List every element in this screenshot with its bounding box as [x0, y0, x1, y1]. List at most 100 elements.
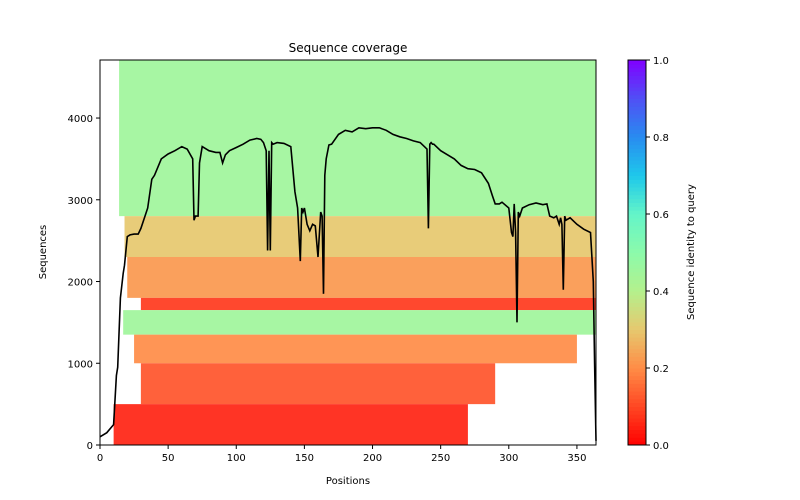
colorbar-tick-label: 0.8	[653, 133, 669, 144]
colorbar-segment	[628, 398, 646, 404]
colorbar-segment	[628, 287, 646, 292]
colorbar-segment	[628, 237, 646, 242]
x-tick-label: 250	[431, 453, 450, 464]
colorbar-segment	[628, 421, 646, 427]
y-tick-label: 4000	[68, 114, 93, 125]
colorbar-segment	[628, 298, 646, 304]
colorbar-segment	[628, 291, 646, 296]
colorbar-tick-label: 0.0	[653, 441, 669, 452]
x-tick-label: 100	[227, 453, 246, 464]
x-tick-label: 50	[162, 453, 175, 464]
axes-frame	[99, 59, 597, 446]
colorbar-segment	[628, 163, 646, 169]
colorbar-segment	[628, 194, 646, 200]
colorbar-segment	[628, 244, 646, 250]
colorbar-segment	[628, 394, 646, 400]
colorbar-tick-label: 1.0	[653, 56, 669, 67]
colorbar-segment	[628, 283, 646, 288]
colorbar-segment	[628, 140, 646, 146]
colorbar-segment	[628, 441, 646, 446]
colorbar-segment	[628, 121, 646, 126]
coverage-band-7	[113, 404, 468, 445]
colorbar-segment	[628, 183, 646, 188]
chart-title: Sequence coverage	[289, 41, 408, 55]
colorbar-segment	[628, 160, 646, 165]
colorbar-segment	[628, 314, 646, 319]
colorbar-segment	[628, 133, 646, 138]
colorbar-segment	[628, 117, 646, 123]
colorbar-segment	[628, 275, 646, 280]
x-tick-label: 200	[363, 453, 382, 464]
colorbar-segment	[628, 171, 646, 176]
colorbar-segment	[628, 410, 646, 415]
coverage-band-6	[140, 363, 496, 405]
colorbar-segment	[628, 344, 646, 350]
x-tick-label: 350	[567, 453, 586, 464]
colorbar-segment	[628, 190, 646, 196]
colorbar-segment	[628, 148, 646, 153]
y-tick-label: 3000	[68, 196, 93, 207]
colorbar-segment	[628, 63, 646, 69]
y-tick-label: 1000	[68, 359, 93, 370]
colorbar-segment	[628, 348, 646, 354]
colorbar-segment	[628, 83, 646, 88]
colorbar-segment	[628, 317, 646, 323]
colorbar-segment	[628, 152, 646, 157]
colorbar-segment	[628, 167, 646, 173]
y-tick-label: 2000	[68, 278, 93, 289]
colorbar-segment	[628, 360, 646, 365]
coverage-band-4	[123, 310, 597, 335]
colorbar-segment	[628, 310, 646, 315]
colorbar-tick-label: 0.2	[653, 364, 669, 375]
colorbar-frame	[627, 59, 647, 446]
colorbar-segment	[628, 67, 646, 73]
colorbar-segment	[628, 198, 646, 203]
x-tick-label: 0	[97, 453, 103, 464]
colorbar-segment	[628, 125, 646, 130]
colorbar: 0.0 0.2 0.4 0.6 0.8 1.0	[627, 56, 669, 452]
colorbar-segment	[628, 156, 646, 161]
y-tick-label: 0	[87, 441, 93, 452]
colorbar-segment	[628, 86, 646, 92]
colorbar-segment	[628, 306, 646, 311]
colorbar-segment	[628, 233, 646, 238]
coverage-band-3	[140, 297, 596, 311]
colorbar-segment	[628, 414, 646, 419]
colorbar-segment	[628, 329, 646, 334]
colorbar-segment	[628, 425, 646, 431]
colorbar-segment	[628, 75, 646, 80]
colorbar-segment	[628, 337, 646, 342]
colorbar-segment	[628, 137, 646, 142]
colorbar-segment	[628, 214, 646, 219]
colorbar-segment	[628, 175, 646, 180]
colorbar-segment	[628, 375, 646, 381]
colorbar-segment	[628, 90, 646, 96]
colorbar-segment	[628, 371, 646, 377]
colorbar-segment	[628, 260, 646, 265]
colorbar-segment	[628, 256, 646, 261]
colorbar-segment	[628, 225, 646, 230]
colorbar-tick-label: 0.4	[653, 287, 669, 298]
colorbar-segment	[628, 352, 646, 357]
colorbar-segment	[628, 391, 646, 396]
colorbar-label: Sequence identity to query	[686, 184, 697, 320]
colorbar-segment	[628, 333, 646, 338]
x-axis-label: Positions	[326, 476, 370, 487]
colorbar-segment	[628, 98, 646, 103]
colorbar-segment	[628, 437, 646, 442]
colorbar-segment	[628, 94, 646, 99]
colorbar-segment	[628, 368, 646, 373]
colorbar-segment	[628, 321, 646, 327]
colorbar-segment	[628, 206, 646, 211]
colorbar-tick-label: 0.6	[653, 210, 669, 221]
colorbar-segment	[628, 279, 646, 284]
plot-area	[99, 59, 597, 446]
colorbar-segment	[628, 433, 646, 438]
colorbar-segment	[628, 271, 646, 277]
colorbar-segment	[628, 294, 646, 300]
colorbar-segment	[628, 264, 646, 269]
colorbar-segment	[628, 302, 646, 307]
coverage-band-0	[119, 60, 597, 217]
colorbar-segment	[628, 79, 646, 84]
colorbar-segment	[628, 110, 646, 115]
